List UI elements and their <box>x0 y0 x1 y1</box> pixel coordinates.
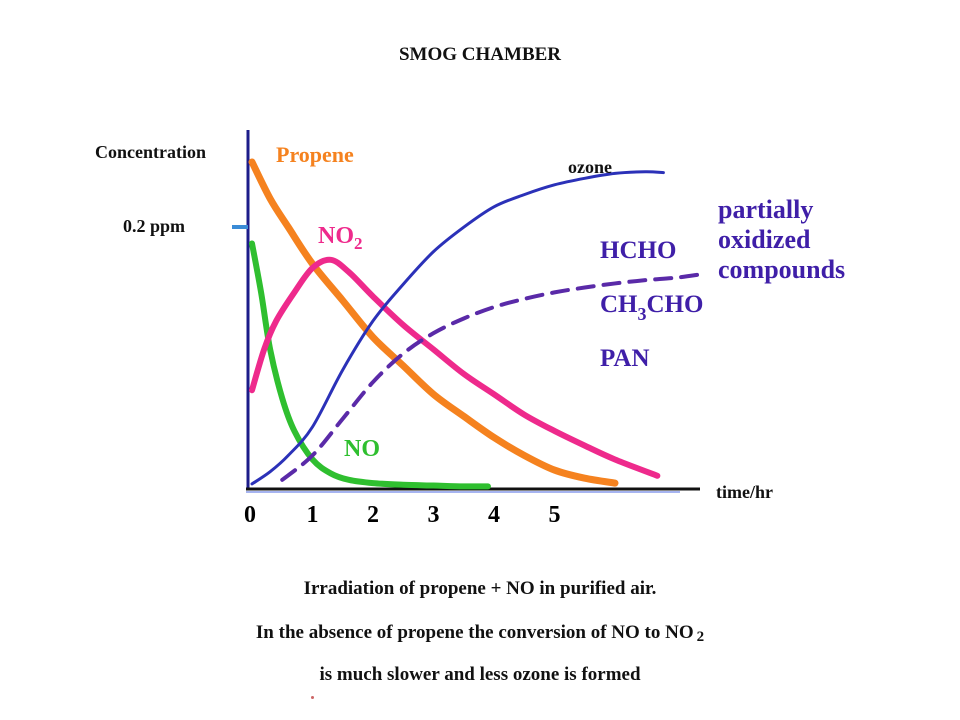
label-partially: partially <box>718 195 813 224</box>
series-line-partial <box>280 272 702 482</box>
series-line-ozone <box>250 170 665 486</box>
label-no2-sub: 2 <box>354 234 363 253</box>
caption-line2-sub: 2 <box>696 629 705 645</box>
caption-line2: In the absence of propene the conversion… <box>0 622 960 645</box>
label-ch3cho-a: CH <box>600 291 638 318</box>
chart-title: SMOG CHAMBER <box>398 44 562 65</box>
y-axis-label: Concentration <box>95 142 206 162</box>
x-tick-label: 2 <box>367 502 379 528</box>
series-line-propene <box>248 158 619 487</box>
label-no: NO <box>344 436 380 462</box>
label-ch3cho-sub: 3 <box>638 304 647 324</box>
label-pan: PAN <box>600 345 650 372</box>
label-ozone: ozone <box>568 157 612 177</box>
y-marker-label: 0.2 ppm <box>123 216 185 236</box>
label-hcho: HCHO <box>600 237 676 264</box>
x-tick-label: 5 <box>549 502 561 528</box>
caption-line1: Irradiation of propene + NO in purified … <box>303 578 657 599</box>
x-tick-label: 3 <box>428 502 440 528</box>
series-line-no2 <box>249 256 661 479</box>
label-ch3cho: CH3CHO <box>600 291 703 324</box>
caption-line3: is much slower and less ozone is formed <box>319 664 641 685</box>
label-compounds: compounds <box>718 255 845 284</box>
stray-dot <box>311 696 314 699</box>
label-propene: Propene <box>276 142 354 167</box>
series-line-no <box>249 240 491 490</box>
label-no2: NO2 <box>318 223 363 253</box>
x-tick-label: 0 <box>244 502 256 528</box>
x-axis-label: time/hr <box>716 482 773 502</box>
x-tick-label: 1 <box>307 502 319 528</box>
label-ch3cho-b: CHO <box>647 291 704 318</box>
label-no2-text: NO <box>318 223 354 249</box>
caption-line2-text: In the absence of propene the conversion… <box>255 622 694 643</box>
x-tick-label: 4 <box>488 502 500 528</box>
label-oxidized: oxidized <box>718 225 811 254</box>
